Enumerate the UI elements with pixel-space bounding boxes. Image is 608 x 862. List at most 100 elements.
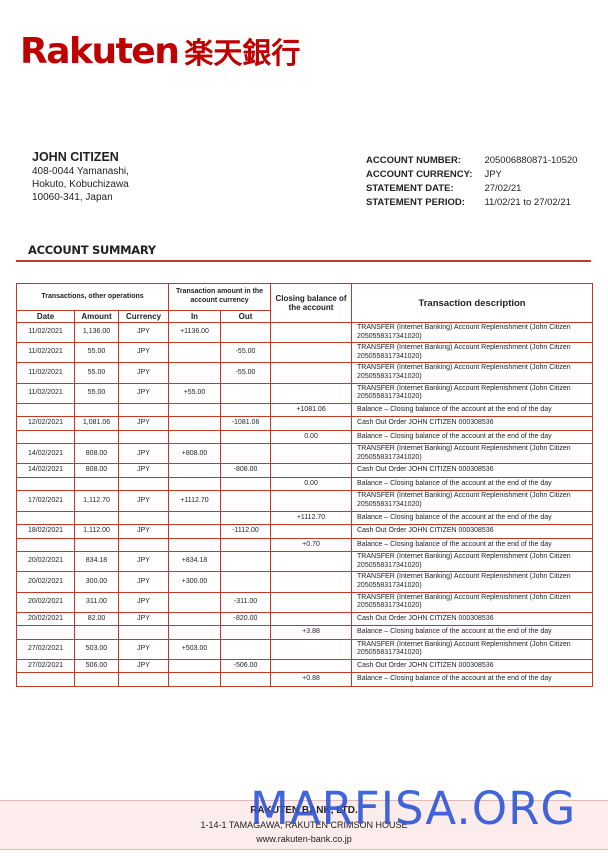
closing-cell: 0.00 (270, 429, 353, 445)
in-cell (168, 672, 222, 687)
amount-cell: 834.18 (74, 551, 119, 573)
column-header: Amount (74, 310, 119, 323)
in-cell (168, 342, 222, 364)
in-cell: +1112.70 (168, 490, 222, 512)
in-cell (168, 416, 222, 431)
currency-cell (117, 510, 170, 526)
customer-name: JOHN CITIZEN (32, 150, 119, 164)
description-cell: TRANSFER (Internet Banking) Account Repl… (351, 591, 594, 613)
closing-cell (270, 551, 353, 573)
currency-cell: JPY (117, 321, 170, 344)
date-cell: 11/02/2021 (16, 342, 75, 364)
transaction-row: +3.88 Balance – Closing balance of the ac… (16, 625, 594, 640)
closing-cell (270, 463, 353, 478)
description-cell: TRANSFER (Internet Banking) Account Repl… (351, 382, 594, 404)
description-cell: Balance – Closing balance of the account… (351, 429, 594, 445)
description-cell: Balance – Closing balance of the account… (351, 672, 594, 687)
currency-cell (117, 402, 170, 418)
out-cell: -55.00 (220, 342, 272, 364)
closing-cell: 0.00 (270, 476, 353, 492)
in-cell (168, 611, 222, 627)
account-label: ACCOUNT CURRENCY: (366, 169, 473, 180)
transaction-row: 0.00 Balance – Closing balance of the acc… (16, 476, 594, 492)
closing-cell: +1112.70 (270, 510, 353, 526)
date-cell: 11/02/2021 (16, 362, 75, 384)
logo-latin: Rakuten (20, 31, 180, 72)
account-row: STATEMENT DATE: 27/02/21 (366, 183, 577, 195)
closing-cell (270, 342, 353, 364)
in-cell (168, 625, 222, 640)
closing-cell: +1081.06 (270, 402, 353, 418)
in-cell (168, 524, 222, 539)
account-info: ACCOUNT NUMBER: 205006880871-10520 ACCOUNT… (364, 153, 579, 211)
out-cell (220, 429, 272, 445)
amount-cell (74, 402, 119, 418)
account-value: 27/02/21 (484, 183, 522, 194)
amount-cell: 55.00 (74, 342, 119, 364)
description-cell: Cash Out Order JOHN CITIZEN 000308536 (351, 611, 594, 627)
out-cell (220, 402, 272, 418)
column-header: Date (16, 310, 75, 323)
column-header: Currency (117, 310, 170, 323)
account-value: 11/02/21 to 27/02/21 (484, 197, 571, 208)
description-cell: TRANSFER (Internet Banking) Account Repl… (351, 321, 594, 344)
currency-cell: JPY (117, 463, 170, 478)
transaction-row: 0.00 Balance – Closing balance of the acc… (16, 429, 594, 445)
description-cell: TRANSFER (Internet Banking) Account Repl… (351, 638, 594, 660)
closing-cell: +3.88 (270, 625, 353, 640)
currency-cell (117, 625, 170, 640)
section-title: ACCOUNT SUMMARY (28, 243, 156, 257)
account-row: STATEMENT PERIOD: 11/02/21 to 27/02/21 (366, 197, 577, 209)
date-cell: 12/02/2021 (16, 416, 75, 431)
transaction-row: +1112.70 Balance – Closing balance of the… (16, 510, 594, 526)
address-line: 10060-341, Japan (32, 192, 113, 203)
date-cell (16, 402, 75, 418)
transaction-row: 11/02/2021 1,136.00 JPY +1136.00 TRANSFER (I… (16, 321, 594, 344)
closing-cell (270, 362, 353, 384)
out-cell (220, 537, 272, 553)
out-cell: -311.00 (220, 591, 272, 613)
amount-cell: 808.00 (74, 463, 119, 478)
amount-cell: 1,081.06 (74, 416, 119, 431)
in-cell (168, 402, 222, 418)
closing-cell (270, 638, 353, 660)
description-cell: TRANSFER (Internet Banking) Account Repl… (351, 571, 594, 593)
out-cell (220, 551, 272, 573)
amount-cell (74, 625, 119, 640)
transaction-row: 14/02/2021 808.00 JPY +808.00 TRANSFER (Inte… (16, 443, 594, 465)
transaction-row: 11/02/2021 55.00 JPY -55.00 TRANSFER (Intern… (16, 362, 594, 384)
out-cell: -506.00 (220, 658, 272, 674)
closing-cell (270, 321, 353, 344)
description-cell: TRANSFER (Internet Banking) Account Repl… (351, 551, 594, 573)
date-cell (16, 429, 75, 445)
transaction-row: 11/02/2021 55.00 JPY +55.00 TRANSFER (Intern… (16, 382, 594, 404)
currency-cell: JPY (117, 416, 170, 431)
closing-cell (270, 524, 353, 539)
amount-cell (74, 537, 119, 553)
account-label: ACCOUNT NUMBER: (366, 155, 461, 166)
in-cell: +808.00 (168, 443, 222, 465)
date-cell (16, 510, 75, 526)
out-cell (220, 382, 272, 404)
out-cell (220, 443, 272, 465)
transaction-row: 17/02/2021 1,112.70 JPY +1112.70 TRANSFER (I… (16, 490, 594, 512)
currency-cell: JPY (117, 382, 170, 404)
group-header: Transactions, other operations (15, 283, 170, 311)
footer-company: RAKUTEN BANK, LTD. (250, 805, 358, 816)
date-cell (16, 625, 75, 640)
amount-cell: 55.00 (74, 362, 119, 384)
out-cell (220, 638, 272, 660)
currency-cell (117, 476, 170, 492)
date-cell: 27/02/2021 (16, 658, 75, 674)
column-header: In (168, 310, 222, 323)
in-cell (168, 476, 222, 492)
in-cell: +1136.00 (168, 321, 222, 344)
out-cell (220, 490, 272, 512)
closing-cell (270, 591, 353, 613)
out-cell: -1081.06 (220, 416, 272, 431)
amount-cell: 55.00 (74, 382, 119, 404)
out-cell: -808.00 (220, 463, 272, 478)
amount-cell: 1,136.00 (74, 321, 119, 344)
description-cell: Cash Out Order JOHN CITIZEN 000308536 (351, 416, 594, 431)
date-cell: 20/02/2021 (16, 571, 75, 593)
